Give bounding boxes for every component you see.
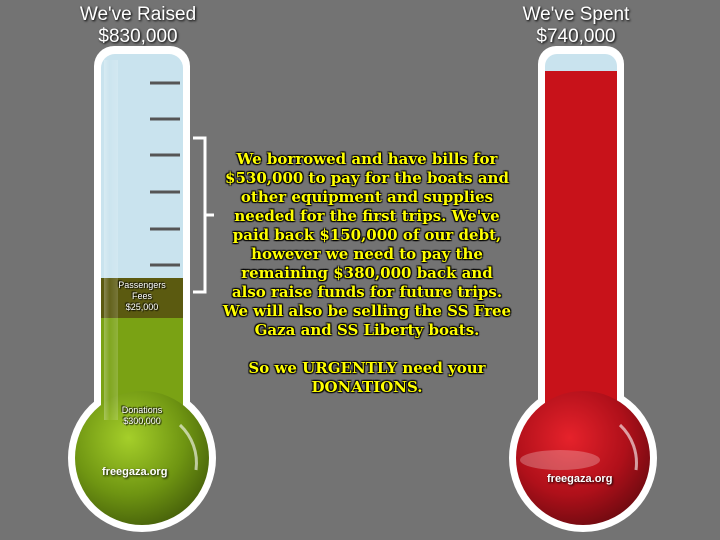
passenger-fee-label-line1: Passengers bbox=[118, 280, 166, 290]
passenger-fee-amount: $25,000 bbox=[125, 302, 159, 312]
raised-tick-marks bbox=[150, 81, 180, 267]
spent-title: We've Spent bbox=[522, 4, 630, 25]
raised-bulb-shine bbox=[178, 423, 198, 471]
passenger-fee-label: Passengers Fees $25,000 bbox=[102, 280, 182, 313]
raised-amount: $830,000 bbox=[98, 26, 178, 47]
raised-thermometer bbox=[68, 46, 216, 532]
raised-heading: We've Raised $830,000 bbox=[38, 4, 238, 48]
debt-bracket bbox=[193, 136, 214, 294]
spent-heading: We've Spent $740,000 bbox=[476, 4, 676, 48]
spent-bulb-shine bbox=[618, 423, 638, 471]
raised-watermark: freegaza.org bbox=[102, 466, 168, 478]
spent-thermometer bbox=[509, 46, 657, 532]
raised-tube-shine bbox=[104, 60, 118, 420]
passenger-fee-label-line2: Fees bbox=[131, 291, 152, 301]
donation-amount: $300,000 bbox=[123, 416, 161, 426]
donation-appeal: So we URGENTLY need your DONATIONS. bbox=[248, 359, 486, 396]
spent-bulb-fill bbox=[516, 391, 650, 525]
donation-label-line1: Donations bbox=[121, 405, 163, 415]
spent-bulb-highlight bbox=[520, 450, 600, 470]
raised-bulb-fill bbox=[75, 391, 209, 525]
spent-amount: $740,000 bbox=[536, 26, 616, 47]
spent-watermark: freegaza.org bbox=[547, 473, 613, 485]
spent-fill bbox=[545, 71, 617, 438]
raised-title: We've Raised bbox=[79, 4, 197, 25]
debt-message: We borrowed and have bills for $530,000 … bbox=[222, 150, 512, 397]
donation-label: Donations $300,000 bbox=[102, 405, 182, 427]
debt-message-paragraph: We borrowed and have bills for $530,000 … bbox=[222, 150, 512, 339]
